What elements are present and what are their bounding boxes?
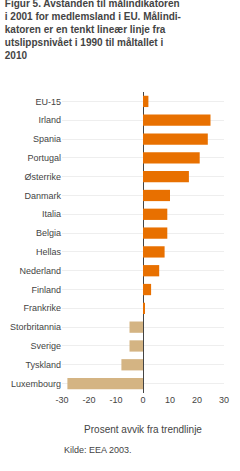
svg-text:Sverige: Sverige [30,341,61,351]
svg-text:Prosent avvik fra trendlinje: Prosent avvik fra trendlinje [84,424,202,435]
svg-text:Frankrike: Frankrike [23,303,61,313]
svg-text:Italia: Italia [42,209,61,219]
svg-text:-20: -20 [82,395,95,405]
svg-text:Portugal: Portugal [27,153,61,163]
svg-text:Østerrike: Østerrike [24,172,61,182]
svg-text:Kilde: EEA 2003.: Kilde: EEA 2003. [64,445,132,455]
svg-text:Danmark: Danmark [24,191,61,201]
svg-text:Luxembourg: Luxembourg [11,379,61,389]
svg-text:Figur 5. Avstanden til målindi: Figur 5. Avstanden til målindikatoreni 2… [5,0,181,61]
svg-text:-30: -30 [55,395,68,405]
svg-text:Belgia: Belgia [36,228,61,238]
svg-text:0: 0 [140,395,145,405]
svg-text:Tyskland: Tyskland [25,360,61,370]
svg-text:EU-15: EU-15 [35,97,61,107]
svg-text:Irland: Irland [38,115,61,125]
svg-text:Finland: Finland [31,285,61,295]
svg-text:Hellas: Hellas [36,247,62,257]
svg-text:Storbritannia: Storbritannia [10,322,61,332]
svg-text:20: 20 [192,395,202,405]
svg-text:Nederland: Nederland [19,266,61,276]
svg-text:Spania: Spania [33,134,61,144]
svg-text:-10: -10 [109,395,122,405]
svg-text:30: 30 [219,395,229,405]
svg-text:10: 10 [165,395,175,405]
